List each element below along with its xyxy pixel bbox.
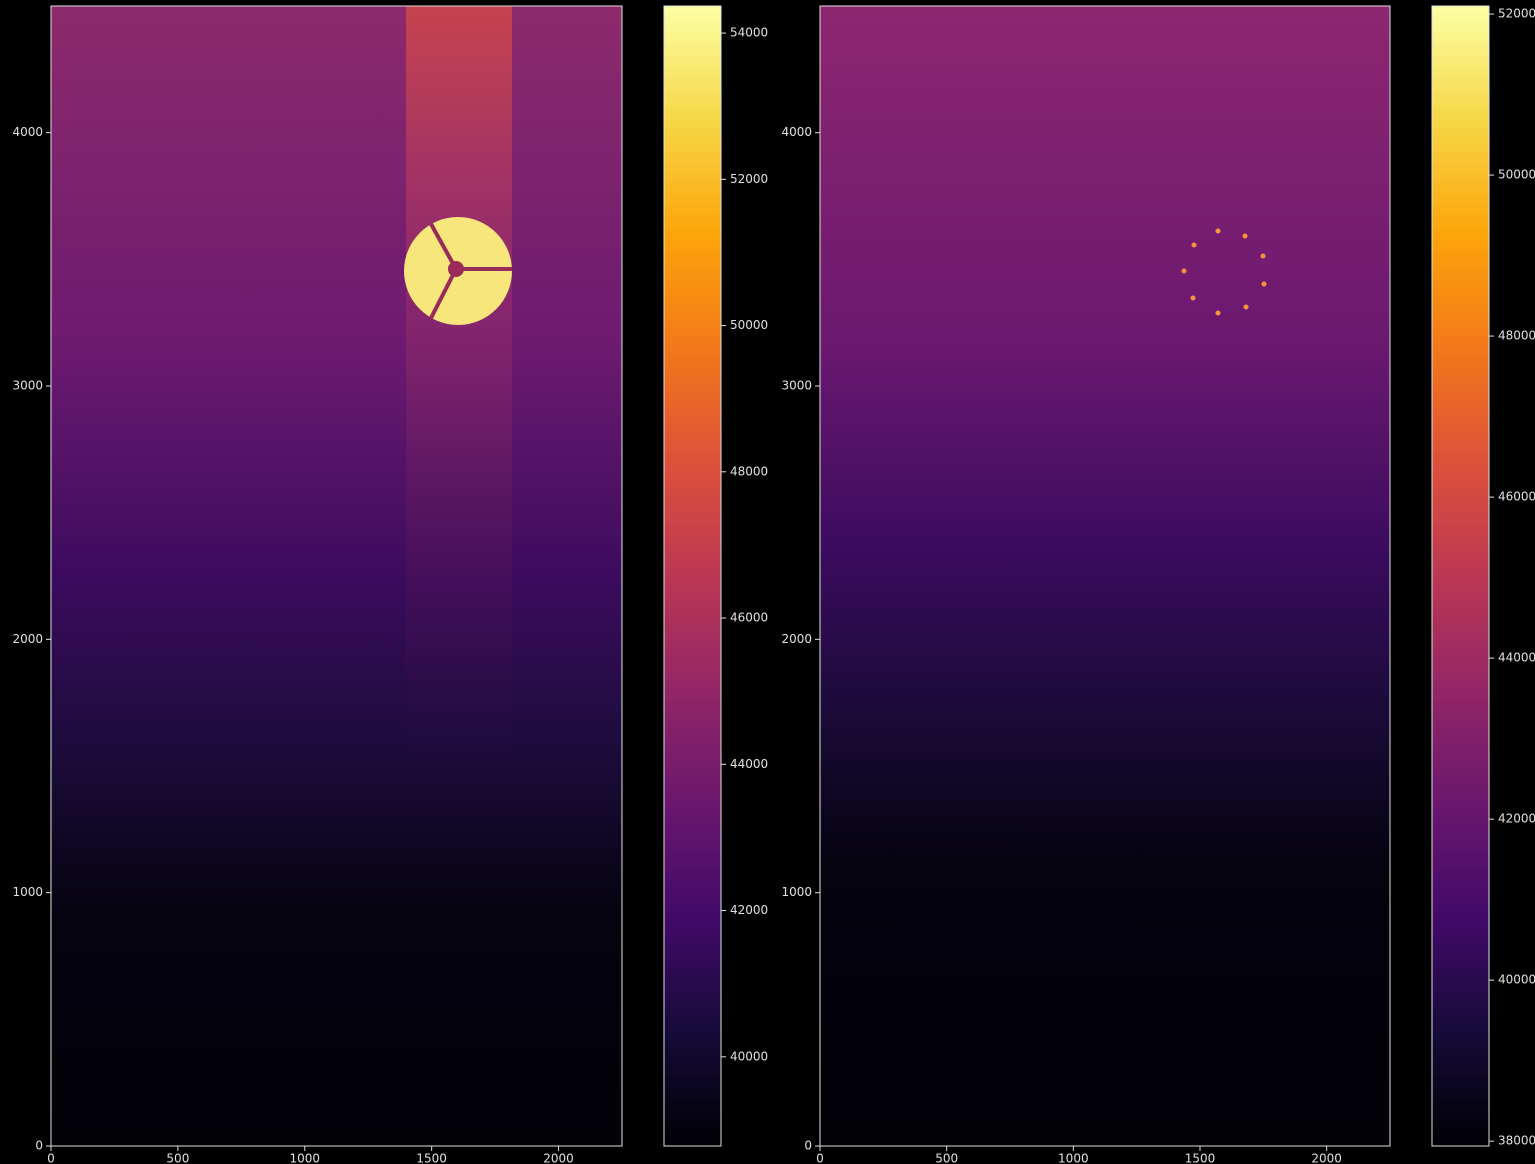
colorbar xyxy=(1432,6,1489,1146)
y-tick-label: 2000 xyxy=(781,632,812,646)
axes-frame xyxy=(50,5,623,1147)
x-tick-label: 500 xyxy=(166,1152,189,1164)
colorbar-tick-label: 44000 xyxy=(730,757,768,771)
y-tick-label: 0 xyxy=(804,1139,812,1153)
panel-left-image xyxy=(51,6,622,1146)
y-tick-label: 2000 xyxy=(12,632,43,646)
spots xyxy=(1181,228,1267,316)
spokes xyxy=(429,223,512,319)
colorbar xyxy=(664,6,721,1146)
x-tick-label: 500 xyxy=(935,1152,958,1164)
x-tick-label: 0 xyxy=(816,1152,824,1164)
disk-center xyxy=(448,261,464,277)
axes-frame xyxy=(819,5,1391,1147)
colorbar-tick-label: 50000 xyxy=(1498,168,1535,182)
colorbar-tick-label: 40000 xyxy=(1498,973,1535,987)
y-tick-label: 1000 xyxy=(12,885,43,899)
colorbar-tick-label: 40000 xyxy=(730,1049,768,1063)
bright-column xyxy=(406,6,512,966)
heatmap xyxy=(820,6,1390,1146)
colorbar-tick-label: 54000 xyxy=(730,26,768,40)
x-tick-label: 0 xyxy=(47,1152,55,1164)
heatmap xyxy=(51,6,622,1146)
x-tick-label: 1500 xyxy=(416,1152,447,1164)
y-tick-label: 1000 xyxy=(781,885,812,899)
x-tick-label: 2000 xyxy=(543,1152,574,1164)
x-tick-label: 1500 xyxy=(1185,1152,1216,1164)
colorbar-tick-label: 48000 xyxy=(730,464,768,478)
y-tick-label: 3000 xyxy=(781,379,812,393)
colorbar-tick-label: 46000 xyxy=(1498,490,1535,504)
y-tick-label: 0 xyxy=(35,1139,43,1153)
y-tick-label: 4000 xyxy=(12,125,43,139)
y-tick-label: 4000 xyxy=(781,125,812,139)
x-tick-label: 1000 xyxy=(1058,1152,1089,1164)
colorbar-tick-label: 52000 xyxy=(730,172,768,186)
panel-right-image xyxy=(820,6,1390,1146)
colorbar-frame xyxy=(663,5,722,1147)
x-tick-label: 2000 xyxy=(1311,1152,1342,1164)
colorbar-tick-label: 44000 xyxy=(1498,651,1535,665)
colorbar-tick-label: 52000 xyxy=(1498,7,1535,21)
colorbar-tick-label: 48000 xyxy=(1498,329,1535,343)
colorbar-tick-label: 42000 xyxy=(730,903,768,917)
colorbar-tick-label: 42000 xyxy=(1498,812,1535,826)
y-tick-label: 3000 xyxy=(12,379,43,393)
x-tick-label: 1000 xyxy=(290,1152,321,1164)
colorbar-frame xyxy=(1431,5,1490,1147)
colorbar-tick-label: 50000 xyxy=(730,318,768,332)
colorbar-tick-label: 46000 xyxy=(730,611,768,625)
colorbar-tick-label: 38000 xyxy=(1498,1134,1535,1148)
